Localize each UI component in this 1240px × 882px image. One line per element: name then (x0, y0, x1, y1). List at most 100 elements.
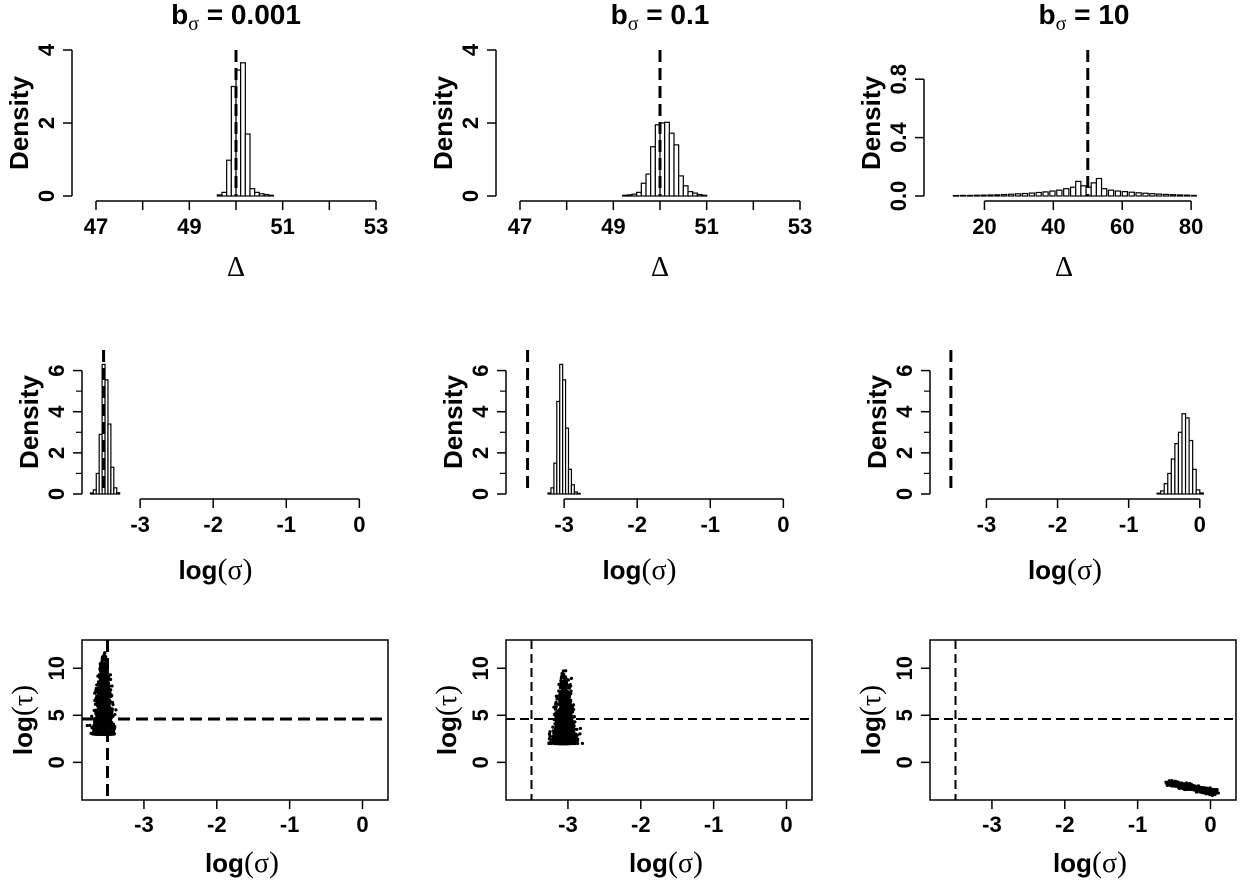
y-tick-label: 6 (468, 364, 493, 376)
scatter-point (557, 689, 561, 693)
x-axis-label: Δ (651, 252, 669, 283)
scatter-point (90, 726, 94, 730)
scatter-point (576, 741, 580, 746)
scatter-point (553, 741, 557, 745)
scatter-point (574, 735, 578, 740)
x-axis-label: log(σ) (1028, 553, 1102, 586)
histogram-bar (994, 194, 1001, 197)
y-tick-label: 10 (468, 656, 493, 680)
histogram-bar (1156, 193, 1163, 197)
scatter-point (94, 689, 98, 693)
scatter-point (110, 684, 114, 688)
histogram-bar (1162, 193, 1170, 197)
scatter-point (1171, 780, 1176, 784)
scatter-point (1175, 783, 1180, 787)
scatter-point (563, 699, 567, 703)
x-tick-label: 0 (353, 512, 365, 537)
histogram-bar (110, 466, 115, 495)
scatter-point (1208, 793, 1212, 797)
scatter-point (551, 725, 555, 729)
scatter-point (110, 693, 114, 698)
scatter-point (95, 718, 99, 722)
scatter-point (102, 653, 106, 657)
histogram-bar (1021, 192, 1029, 197)
scatter-point (549, 741, 553, 745)
scatter-point (99, 697, 103, 701)
scatter-point (554, 720, 559, 724)
scatter-point (95, 683, 99, 687)
scatter-point (1185, 784, 1189, 788)
scatter-point (552, 712, 557, 717)
y-axis-label: Density (438, 375, 468, 469)
x-tick-label: 0 (356, 812, 368, 837)
scatter-point (1177, 786, 1181, 791)
scatter-point (101, 713, 105, 718)
scatter-point (554, 723, 558, 728)
x-tick-label: 49 (601, 214, 625, 239)
scatter-point (560, 738, 564, 742)
scatter-point (1199, 786, 1203, 790)
scatter-points (85, 651, 118, 736)
scatter-point (562, 690, 566, 694)
scatter-point (558, 694, 562, 698)
x-tick-label: -1 (704, 812, 724, 837)
scatter-point (571, 738, 575, 743)
histogram-bar (952, 194, 960, 197)
y-axis-label: log(τ) (430, 685, 463, 755)
scatter-point (558, 699, 562, 703)
scatter-point (575, 739, 579, 743)
x-axis-label: log(σ) (178, 553, 252, 586)
scatter-point (567, 741, 571, 745)
scatter-point (566, 691, 570, 695)
scatter-point (102, 662, 106, 666)
scatter-point (90, 714, 94, 718)
y-tick-label: 10 (892, 656, 917, 680)
scatter-point (563, 738, 567, 743)
x-tick-label: 40 (1041, 214, 1065, 239)
scatter-point (101, 693, 105, 698)
y-tick-label: 10 (44, 656, 69, 680)
histogram-bar (622, 194, 628, 197)
y-tick-label: 2 (44, 447, 69, 459)
histogram-bar (263, 193, 270, 197)
scatter-point (568, 691, 572, 695)
histogram-bar (1169, 194, 1177, 197)
histogram-bar (673, 144, 680, 197)
histogram-bar (1135, 192, 1142, 197)
scatter-point (562, 741, 567, 745)
y-tick-label: 6 (44, 364, 69, 376)
scatter-point (563, 696, 568, 700)
scatter-point (93, 729, 97, 733)
y-axis-label: Density (4, 76, 34, 170)
scatter-point (1181, 783, 1185, 787)
scatter-point (562, 672, 566, 676)
scatter-point (562, 685, 566, 689)
scatter-points (1164, 779, 1220, 798)
plot-frame (81, 639, 389, 801)
scatter-point (102, 731, 106, 735)
x-tick-label: -2 (207, 812, 227, 837)
y-tick-label: 4 (44, 405, 69, 418)
y-tick-label: 5 (468, 709, 493, 721)
y-tick-label: 4 (468, 405, 493, 418)
histogram-bar (696, 193, 703, 197)
histogram-bar (645, 173, 652, 197)
histogram-bar (664, 121, 670, 197)
scatter-point (92, 732, 97, 736)
column-title-3: bσ = 10 (1039, 0, 1130, 35)
scatter-point (1178, 782, 1182, 787)
histogram-bar (240, 62, 246, 197)
x-tick-label: 53 (788, 214, 812, 239)
plot-frame (929, 639, 1237, 801)
histogram-bar (1035, 191, 1042, 197)
x-tick-label: -3 (558, 812, 578, 837)
scatter-point (104, 726, 108, 730)
histogram-bar (258, 193, 265, 197)
histogram-bar (973, 194, 980, 197)
scatter-point (580, 741, 585, 746)
scatter-point (560, 735, 564, 739)
scatter-point (559, 681, 563, 685)
